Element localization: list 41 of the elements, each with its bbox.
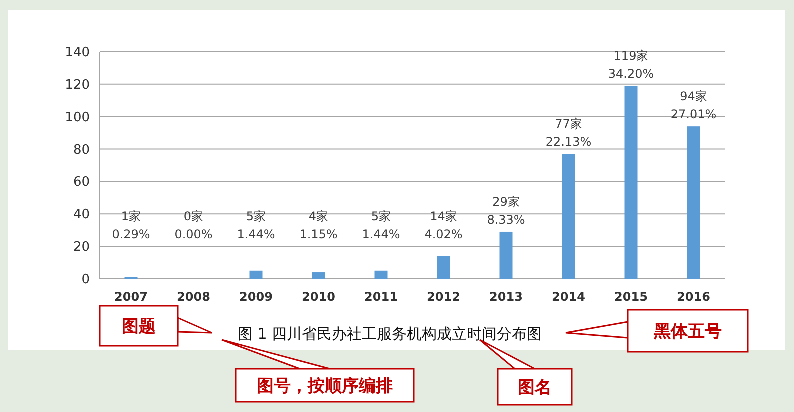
y-tick-label: 80 [73, 142, 90, 158]
data-label: 5家 1.44% [362, 210, 400, 242]
x-tick-label: 2012 [427, 290, 460, 304]
x-tick-label: 2008 [177, 290, 210, 304]
y-tick-label: 60 [73, 175, 90, 190]
data-label: 29家 8.33% [487, 194, 526, 227]
text: 图 1 四川省民办社工服务机构成立时间分布图 [238, 325, 542, 343]
data-label: 0家 0.00% [174, 210, 213, 242]
text: 图题 [122, 317, 156, 337]
bar [562, 154, 576, 279]
y-tick-label: 0 [82, 272, 90, 288]
y-tick-label: 40 [73, 208, 90, 223]
data-label: 94家 27.01% [670, 90, 717, 122]
x-tick-label: 2010 [302, 290, 336, 304]
text: 图名 [518, 378, 552, 398]
data-label: 5家 1.44% [237, 210, 276, 242]
x-tick-label: 2007 [114, 290, 148, 304]
bar [250, 270, 263, 279]
text: 图号，按顺序编排 [257, 376, 393, 396]
text: 黑体五号 [653, 322, 722, 342]
bar [500, 232, 513, 279]
x-tick-label: 2013 [490, 290, 523, 304]
data-label: 1家 0.29% [112, 210, 150, 242]
bar [687, 126, 700, 279]
x-tick-label: 2009 [240, 290, 273, 304]
x-tick-label: 2015 [614, 290, 648, 304]
bar [312, 272, 326, 279]
data-label: 14家 4.02% [424, 210, 463, 242]
x-tick-label: 2016 [677, 290, 710, 304]
y-tick-label: 140 [65, 46, 90, 60]
y-tick-label: 100 [65, 110, 90, 126]
y-tick-label: 120 [65, 78, 90, 93]
bar [374, 270, 388, 279]
x-tick-label: 2014 [552, 290, 586, 304]
data-label: 4家 1.15% [300, 210, 338, 242]
bar [437, 256, 450, 279]
data-label: 119家 34.20% [608, 49, 654, 82]
data-label: 77家 22.13% [546, 117, 592, 150]
y-tick-label: 20 [73, 240, 90, 256]
bar [624, 86, 638, 279]
x-tick-label: 2011 [364, 290, 398, 304]
